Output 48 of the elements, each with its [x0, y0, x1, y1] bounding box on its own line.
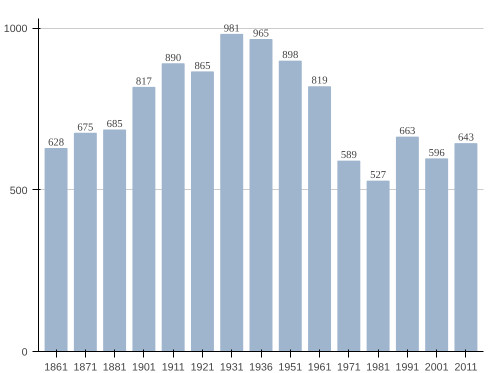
- bar: [278, 60, 302, 352]
- bar: [220, 34, 244, 352]
- y-tick-label: 0: [22, 346, 28, 358]
- data-label: 663: [399, 126, 416, 138]
- x-tick-label: 1921: [190, 362, 214, 373]
- x-tick-label: 2001: [424, 362, 449, 373]
- data-label: 596: [428, 148, 446, 159]
- y-tick-label: 1000: [4, 23, 28, 36]
- bar: [103, 130, 126, 352]
- bar: [454, 143, 478, 352]
- x-tick-label: 1911: [162, 362, 185, 373]
- x-tick-label: 1901: [132, 362, 156, 373]
- x-tick-label: 1936: [249, 362, 273, 373]
- data-label: 819: [312, 76, 328, 87]
- bar: [74, 132, 97, 352]
- bar: [44, 148, 68, 352]
- x-tick-label: 1881: [102, 362, 127, 373]
- data-label: 817: [136, 76, 153, 88]
- data-label: 589: [340, 150, 357, 162]
- x-tick-label: 1981: [366, 362, 390, 373]
- bar: [308, 86, 332, 352]
- bar: [250, 39, 272, 352]
- data-label: 965: [253, 28, 269, 40]
- data-label: 890: [165, 52, 182, 64]
- data-label: 865: [194, 60, 210, 72]
- bar: [190, 71, 214, 352]
- bar: [162, 63, 185, 352]
- bar: [396, 136, 419, 352]
- data-label: 643: [458, 132, 474, 144]
- x-tick-label: 1861: [44, 362, 68, 373]
- x-tick-label: 1971: [336, 362, 361, 373]
- data-label: 898: [282, 50, 298, 62]
- bar: [132, 86, 156, 352]
- x-tick-label: 1931: [220, 362, 244, 373]
- data-label: 527: [370, 170, 387, 182]
- data-label: 685: [106, 119, 123, 130]
- bar: [425, 158, 448, 352]
- bar: [366, 180, 390, 352]
- x-tick-label: 1871: [73, 362, 98, 373]
- x-tick-label: 1951: [278, 362, 302, 373]
- data-label: 675: [77, 122, 94, 134]
- data-label: 628: [48, 137, 64, 148]
- data-label: 981: [224, 23, 240, 34]
- bar: [337, 160, 360, 352]
- x-tick-label: 1991: [396, 362, 420, 373]
- x-tick-label: 1961: [308, 362, 332, 373]
- y-tick-label: 500: [10, 184, 28, 197]
- x-tick-label: 2011: [454, 362, 478, 373]
